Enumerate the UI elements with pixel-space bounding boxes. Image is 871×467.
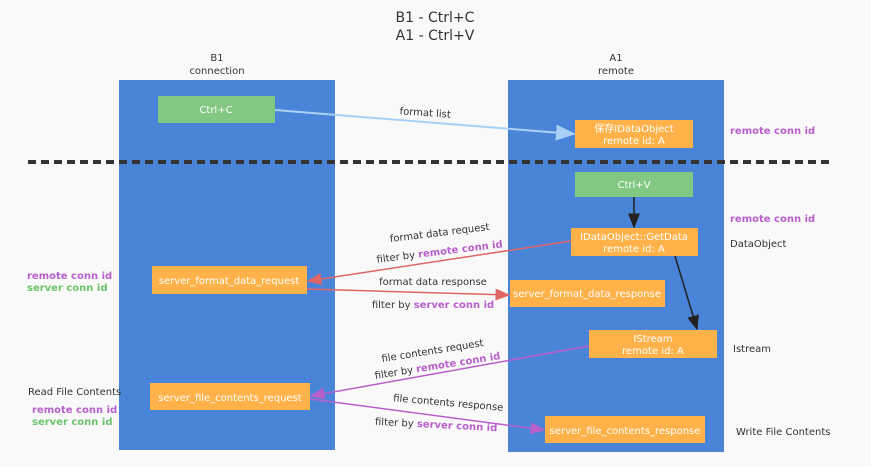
svg-text:server_file_contents_request: server_file_contents_request <box>158 393 301 404</box>
box-server-file-contents-response: server_file_contents_response <box>545 416 705 443</box>
note-dataobject: DataObject <box>730 239 787 250</box>
arrow-file-contents-response <box>309 398 546 435</box>
label-format-data-request: format data request <box>389 222 490 245</box>
svg-text:server_format_data_request: server_format_data_request <box>159 276 300 287</box>
title-line-2: A1 - Ctrl+V <box>396 28 475 44</box>
box-ctrl-c: Ctrl+C <box>158 96 275 123</box>
note-left-remote-conn-id-2: remote conn id <box>32 405 117 416</box>
svg-text:IStream: IStream <box>633 334 672 345</box>
note-read-file-contents: Read File Contents <box>28 387 121 398</box>
left-lane-label-2: connection <box>189 66 244 77</box>
note-write-file-contents: Write File Contents <box>736 427 830 438</box>
note-istream: Istream <box>733 344 771 355</box>
note-remote-conn-id-top: remote conn id <box>730 126 815 137</box>
right-lane-label-1: A1 <box>609 53 622 64</box>
arrow-format-list <box>274 109 576 141</box>
box-server-format-data-request: server_format_data_request <box>152 266 307 294</box>
box-istream: IStream remote id: A <box>589 330 717 358</box>
box-server-format-data-response: server_format_data_response <box>510 280 665 307</box>
svg-text:server_file_contents_response: server_file_contents_response <box>550 426 701 437</box>
note-left-remote-conn-id: remote conn id <box>27 271 112 282</box>
right-lane-label-2: remote <box>598 66 634 77</box>
arrow-format-data-request <box>306 240 572 285</box>
svg-text:remote id: A: remote id: A <box>603 244 665 255</box>
box-save-idataobject: 保存IDataObject remote id: A <box>575 120 693 148</box>
label-format-list: format list <box>399 106 451 121</box>
label-file-contents-response-filter: filter by server conn id <box>375 417 498 434</box>
box-ctrl-v: Ctrl+V <box>575 172 693 197</box>
svg-text:Ctrl+V: Ctrl+V <box>617 180 650 191</box>
svg-text:IDataObject::GetData: IDataObject::GetData <box>580 232 688 243</box>
note-remote-conn-id-mid: remote conn id <box>730 214 815 225</box>
svg-text:保存IDataObject: 保存IDataObject <box>594 122 673 135</box>
svg-text:remote id: A: remote id: A <box>622 346 684 357</box>
label-format-data-response-filter: filter by server conn id <box>372 300 494 311</box>
label-format-data-response: format data response <box>379 277 487 288</box>
arrow-getdata-istream <box>674 255 699 331</box>
arrow-file-contents-request <box>309 345 590 400</box>
note-left-server-conn-id: server conn id <box>27 283 107 294</box>
arrow-format-data-response <box>306 288 511 301</box>
svg-text:Ctrl+C: Ctrl+C <box>199 105 232 116</box>
svg-text:server_format_data_response: server_format_data_response <box>513 289 661 300</box>
svg-text:remote id: A: remote id: A <box>603 136 665 147</box>
label-file-contents-response: file contents response <box>393 393 504 414</box>
box-server-file-contents-request: server_file_contents_request <box>150 383 310 410</box>
box-getdata: IDataObject::GetData remote id: A <box>571 228 698 256</box>
title-line-1: B1 - Ctrl+C <box>396 10 475 26</box>
left-lane-label-1: B1 <box>210 53 223 64</box>
note-left-server-conn-id-2: server conn id <box>32 417 112 428</box>
